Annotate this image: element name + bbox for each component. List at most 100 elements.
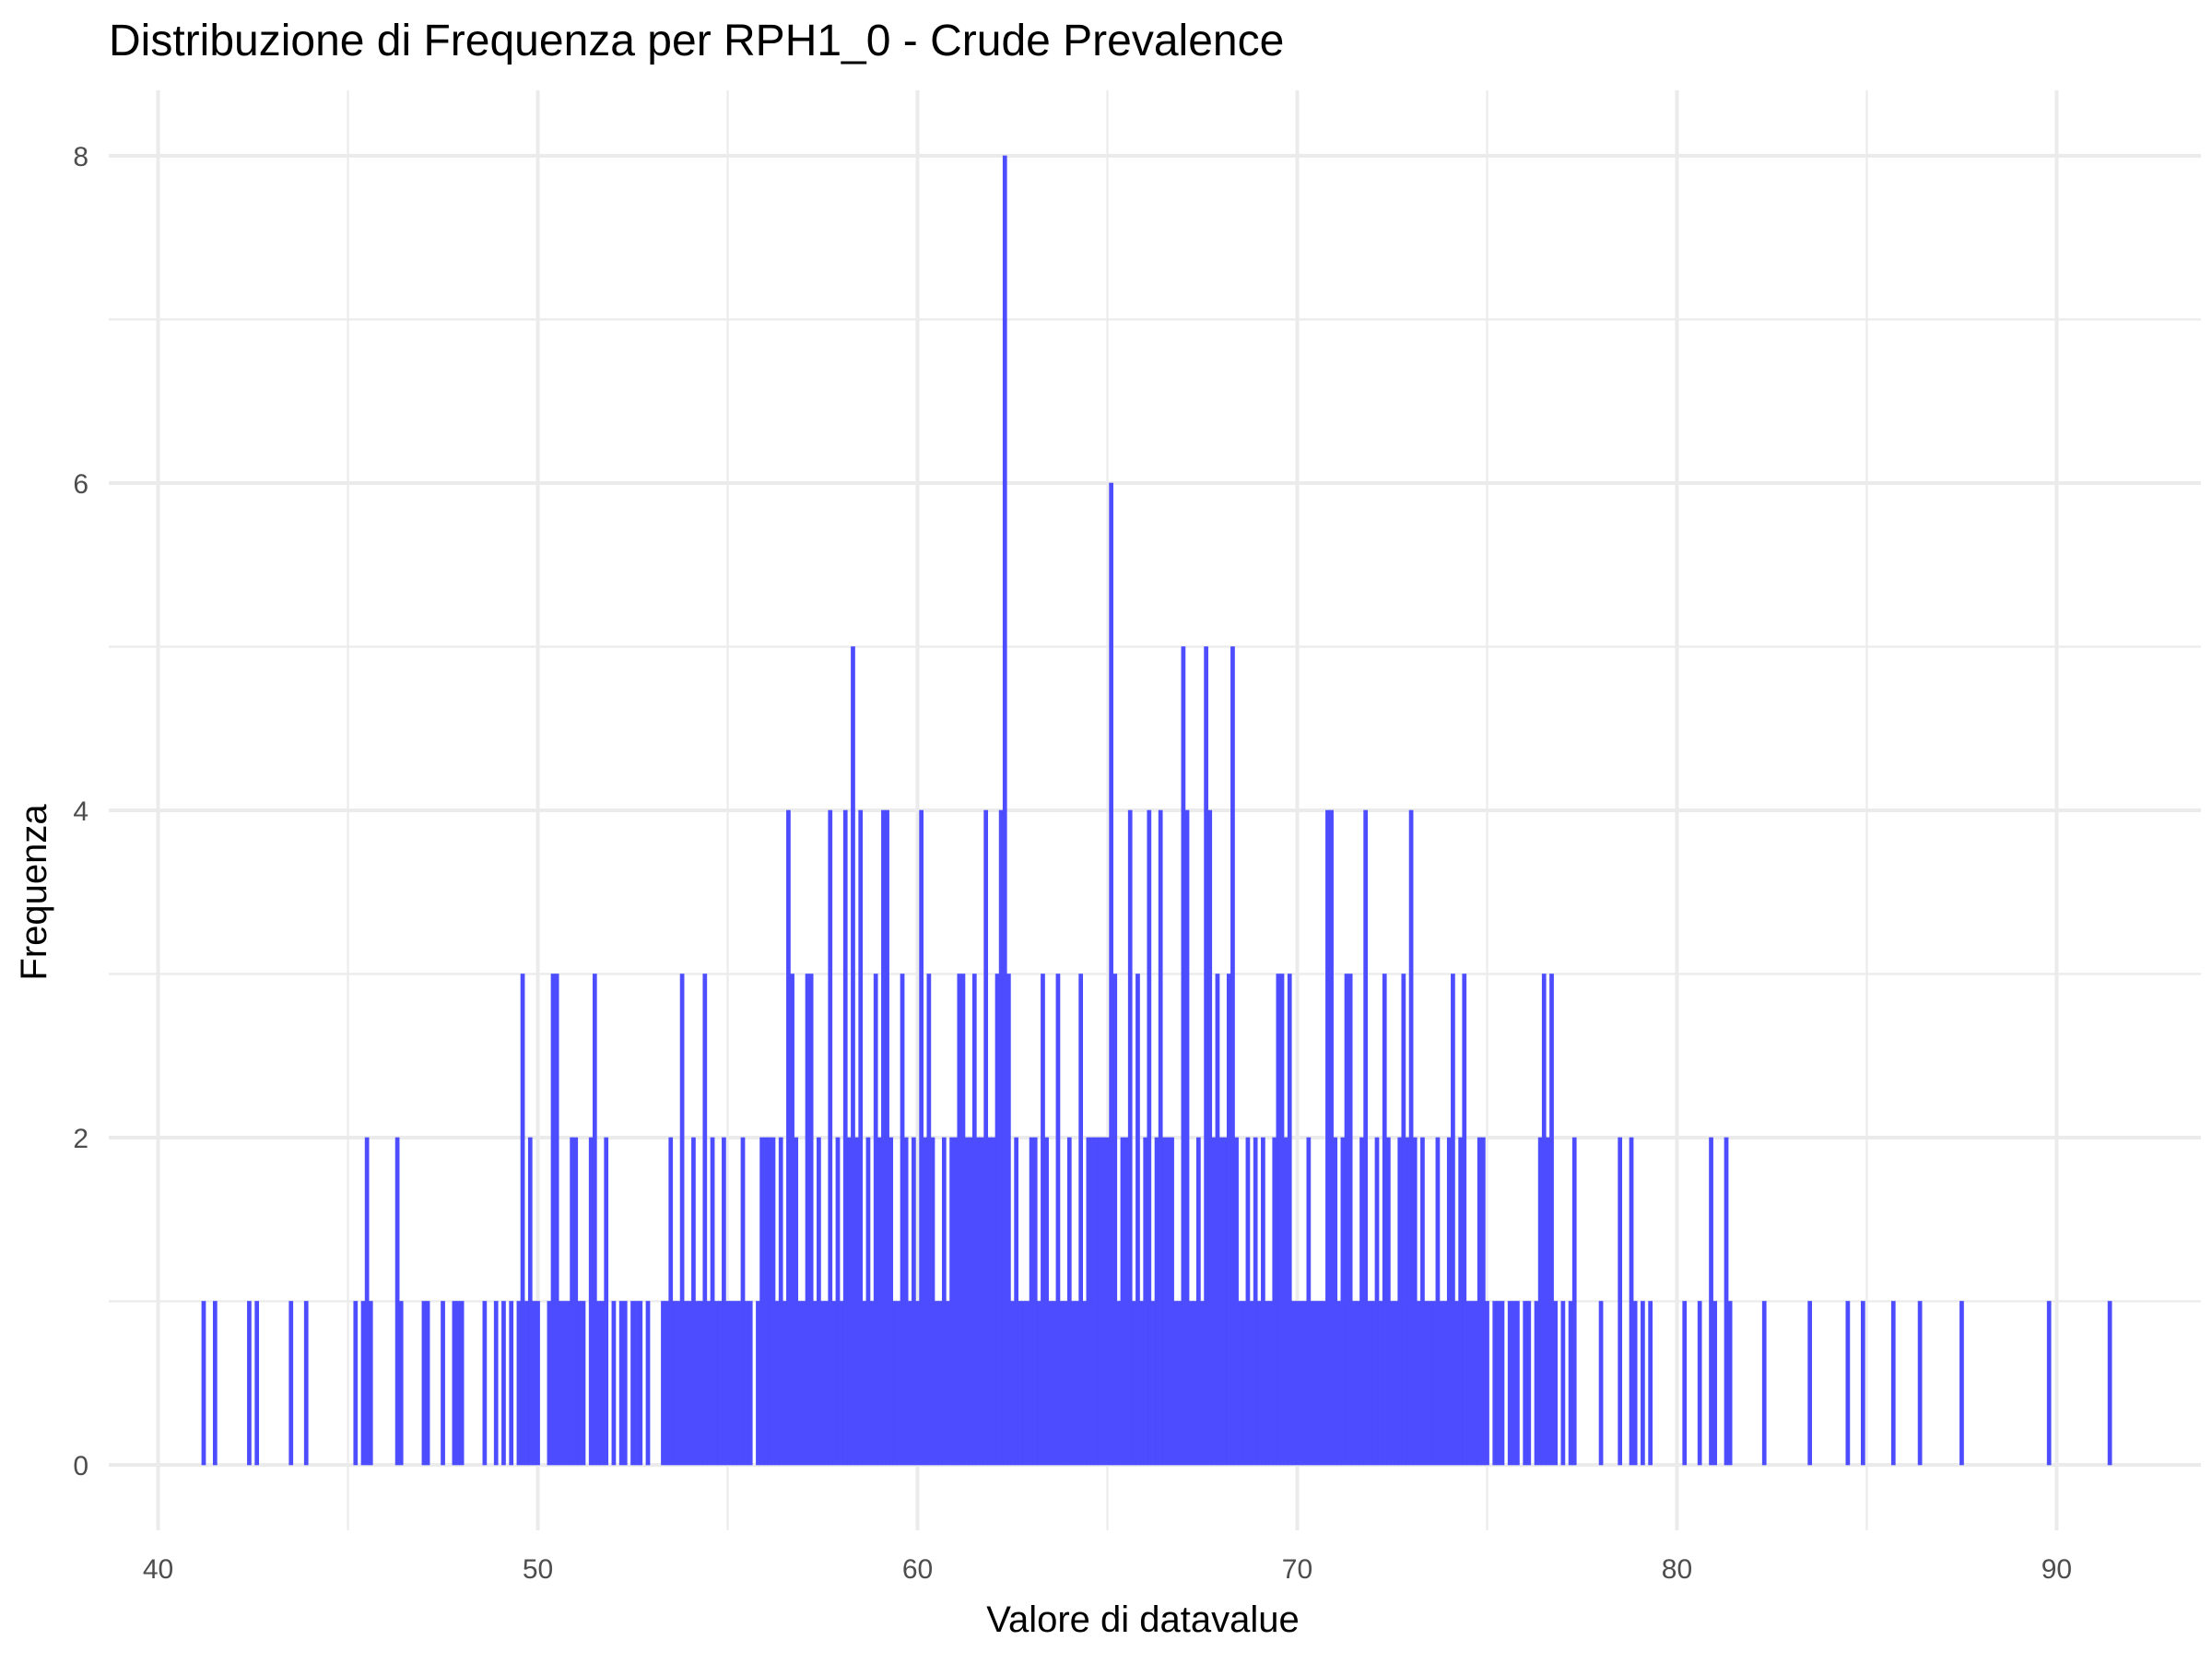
histogram-bar (1511, 1301, 1516, 1466)
histogram-bar (592, 974, 597, 1466)
histogram-bar (1150, 1301, 1156, 1466)
histogram-bar (1446, 1137, 1452, 1466)
y-axis-title: Frequenza (14, 804, 54, 981)
histogram-bar (303, 1301, 309, 1466)
histogram-bar (1378, 1301, 1383, 1466)
histogram-bar (912, 1137, 916, 1466)
histogram-bar (1439, 1301, 1444, 1466)
histogram-bar (953, 1137, 959, 1466)
histogram-bar (676, 1301, 681, 1466)
histogram-bar (971, 974, 977, 1466)
histogram-bar (1382, 974, 1387, 1466)
histogram-bar (1359, 1137, 1364, 1466)
histogram-bar (630, 1301, 635, 1466)
histogram-bar (1390, 1301, 1394, 1466)
histogram-bar (2107, 1301, 2112, 1466)
histogram-bar (1143, 1137, 1148, 1466)
histogram-bar (858, 809, 864, 1466)
histogram-bar (360, 1301, 366, 1466)
y-tick-label: 6 (73, 469, 88, 500)
histogram-bar (247, 1301, 252, 1466)
histogram-bar (960, 974, 966, 1466)
histogram-bar (1211, 1137, 1217, 1466)
histogram-bar (1709, 1137, 1713, 1466)
histogram-bar (1465, 1301, 1471, 1466)
histogram-bar (1917, 1301, 1923, 1466)
histogram-bar (1105, 1137, 1110, 1466)
histogram-bar (1241, 1301, 1247, 1466)
histogram-bar (725, 1301, 730, 1466)
histogram-bar (1408, 809, 1414, 1466)
histogram-bar (1405, 1137, 1410, 1466)
histogram-bar (1093, 1137, 1099, 1466)
histogram-bar (835, 1137, 841, 1466)
x-tick-label: 70 (1282, 1554, 1312, 1585)
x-tick-label: 80 (1662, 1554, 1692, 1585)
histogram-bar (706, 1301, 712, 1466)
histogram-bar (797, 1301, 803, 1466)
histogram-bar (957, 974, 962, 1466)
histogram-bar (1697, 1301, 1702, 1466)
histogram-bar (1473, 1301, 1478, 1466)
histogram-bar (1431, 1301, 1437, 1466)
histogram-bar (699, 1301, 704, 1466)
histogram-bar (581, 1301, 586, 1466)
histogram-bar (756, 1301, 760, 1466)
histogram-bar (828, 809, 833, 1466)
x-tick-label: 60 (902, 1554, 933, 1585)
histogram-bar (1598, 1301, 1604, 1466)
histogram-bar (1066, 1137, 1072, 1466)
histogram-bar (877, 1137, 882, 1466)
histogram-bar (421, 1301, 427, 1466)
histogram-bar (736, 1301, 742, 1466)
histogram-bar (1302, 1301, 1308, 1466)
histogram-bar (452, 1301, 457, 1466)
histogram-bar (786, 809, 791, 1466)
histogram-bar (1071, 1301, 1076, 1466)
histogram-bar (869, 1301, 875, 1466)
histogram-bar (1477, 1137, 1482, 1466)
histogram-bar (1044, 1137, 1049, 1466)
histogram-bar (665, 1301, 669, 1466)
y-tick-label: 8 (73, 142, 88, 172)
histogram-bar (1170, 1137, 1174, 1466)
histogram-bar (1276, 974, 1281, 1466)
histogram-bar (1727, 1301, 1733, 1466)
histogram-bar (1173, 1301, 1179, 1466)
histogram-bar (1249, 1301, 1254, 1466)
histogram-bar (717, 1301, 723, 1466)
histogram-bar (1336, 1301, 1342, 1466)
histogram-bar (683, 1301, 688, 1466)
histogram-bar (501, 1301, 506, 1466)
histogram-bar (1147, 809, 1152, 1466)
histogram-bar (254, 1301, 260, 1466)
histogram-bar (1109, 482, 1113, 1466)
histogram-bar (679, 974, 685, 1466)
histogram-bar (1371, 1301, 1376, 1466)
histogram-bar (1139, 1301, 1144, 1466)
histogram-bar (1485, 1301, 1489, 1466)
histogram-bar (1618, 1137, 1623, 1466)
histogram-bar (1299, 1301, 1303, 1466)
histogram-bar (994, 974, 1000, 1466)
histogram-bar (1549, 974, 1554, 1466)
histogram-bar (618, 1301, 624, 1466)
histogram-bar (1089, 1137, 1095, 1466)
histogram-bar (733, 1301, 738, 1466)
histogram-bar (1029, 1137, 1034, 1466)
histogram-bar (1641, 1301, 1645, 1466)
x-tick-label: 50 (523, 1554, 553, 1585)
histogram-bar (713, 1301, 719, 1466)
histogram-bar (1120, 1137, 1125, 1466)
histogram-bar (212, 1301, 218, 1466)
histogram-bar (744, 1301, 749, 1466)
histogram-bar (1306, 1137, 1312, 1466)
histogram-bar (1272, 1137, 1277, 1466)
histogram-bar (1014, 1137, 1018, 1466)
histogram-bar (778, 1137, 783, 1466)
histogram-bar (1226, 974, 1231, 1466)
histogram-bar (1682, 1301, 1688, 1466)
histogram-bar (596, 1301, 601, 1466)
histogram-bar (645, 1301, 651, 1466)
